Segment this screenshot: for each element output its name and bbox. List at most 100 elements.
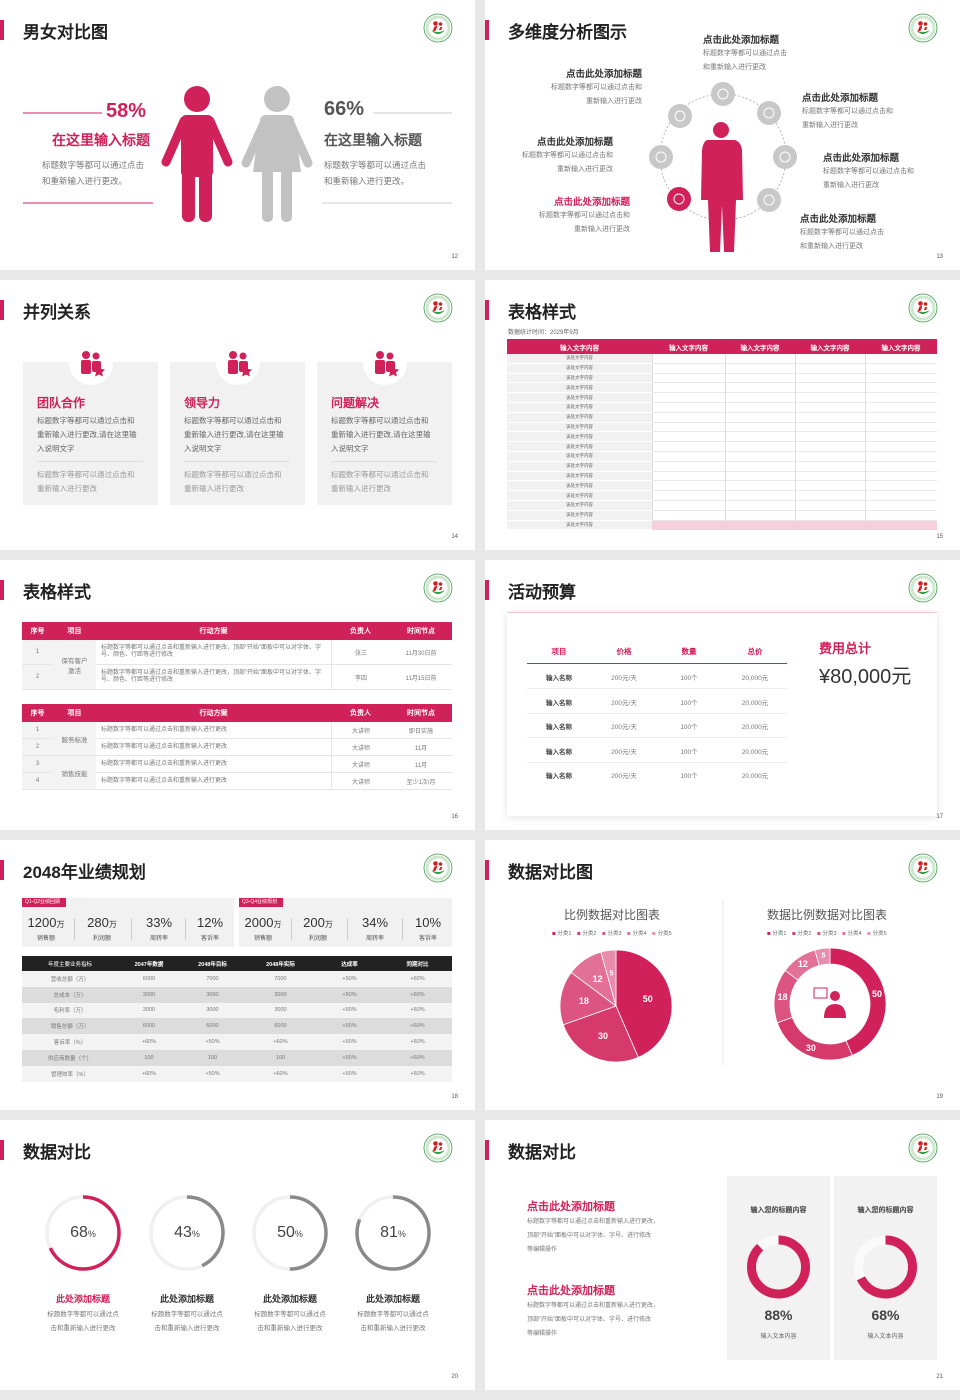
slide-title: 数据对比 bbox=[508, 1143, 576, 1162]
group-cell: 销售技能 bbox=[53, 756, 96, 790]
action-plan: 标题数字等都可以通过点击和重新输入进行更改，顶部“开始”面板中可以对字体、字号、… bbox=[96, 640, 331, 665]
slide-21[interactable]: 数据对比 21 点击此处添加标题 标题数字等都可以通过点击和重新输入进行更改， 顶部“开… bbox=[485, 1120, 960, 1390]
table-header-cell: 2048年实际 bbox=[245, 956, 316, 971]
stat-unit: 万 bbox=[273, 920, 282, 929]
page-number: 19 bbox=[936, 1094, 943, 1100]
card-title: 输入您的标题内容 bbox=[750, 1207, 807, 1214]
stat-value: 280万 bbox=[87, 914, 117, 932]
progress-value: 43% bbox=[174, 1224, 200, 1242]
donut-arc bbox=[747, 1235, 810, 1299]
legend-swatch bbox=[867, 932, 871, 936]
table-header-cell: 负责人 bbox=[331, 622, 390, 640]
table-cell bbox=[725, 354, 795, 364]
owner: 李四 bbox=[331, 665, 390, 690]
table-cell bbox=[795, 452, 865, 462]
table-cell: 20,000元 bbox=[741, 773, 769, 781]
table-cell: 输入名称 bbox=[546, 724, 572, 732]
table-cell bbox=[795, 412, 865, 423]
header-line bbox=[527, 663, 787, 664]
table-cell bbox=[652, 363, 725, 374]
progress-number: 50 bbox=[277, 1224, 295, 1241]
icon-glyph bbox=[673, 193, 685, 205]
right-desc: 标题数字等都可以通过点击 bbox=[324, 160, 427, 170]
page-number: 14 bbox=[451, 534, 458, 540]
icon-circle bbox=[757, 101, 781, 125]
stat-label: 周转率 bbox=[365, 936, 385, 942]
slide-20[interactable]: 数据对比 20 68% 此处添加标题 标题数字等都可以通过点 击和重新输入进行更改 43% 此… bbox=[0, 1120, 475, 1390]
right-heading: 在这里输入标题 bbox=[324, 132, 422, 148]
table-cell: 100 bbox=[207, 1054, 218, 1061]
legend-label: 分类2 bbox=[797, 931, 812, 937]
table-cell bbox=[865, 461, 937, 472]
legend-label: 分类3 bbox=[607, 931, 622, 937]
lock-icon bbox=[757, 101, 781, 125]
table-cell: 200元/天 bbox=[611, 699, 637, 707]
slide-15[interactable]: 表格样式 15 数据统计时间：2029年9月 输入文字内容 输入文字内容 输入文字内容 输入… bbox=[485, 280, 960, 550]
table-cell: 200元/天 bbox=[611, 773, 637, 781]
icon-glyph bbox=[655, 151, 667, 163]
icon-circle bbox=[773, 145, 797, 169]
ring-heading: 此处添加标题 bbox=[365, 1294, 421, 1304]
block-desc: 等编辑操作 bbox=[527, 1331, 558, 1337]
legend-swatch bbox=[652, 932, 656, 936]
progress-arc bbox=[355, 1195, 431, 1271]
ring-heading: 此处添加标题 bbox=[159, 1294, 215, 1304]
icon-circle bbox=[757, 188, 781, 212]
table-cell: +60% bbox=[141, 1039, 157, 1046]
table-row-label: 该处文字内容 bbox=[507, 481, 652, 492]
globe-icon bbox=[757, 188, 781, 212]
table-cell: 100个 bbox=[680, 724, 698, 732]
stat-number: 12% bbox=[196, 915, 224, 930]
slide-16[interactable]: 表格样式 16 序号 项目 行动方案 负责人 时间节点 1 标题数字等都可以通过点击和重新输入进… bbox=[0, 560, 475, 830]
row-divider bbox=[527, 712, 787, 714]
table-cell: 3000 bbox=[274, 1007, 287, 1014]
slice-label: 30 bbox=[805, 1043, 816, 1054]
table-cell bbox=[795, 520, 865, 531]
stat-label: 客诉率 bbox=[200, 936, 220, 942]
slide-18[interactable]: 2048年业绩规划 18 Q1-Q2业绩回顾 1200万 销售额 280万 利润额 33% 周转… bbox=[0, 840, 475, 1110]
table-cell bbox=[795, 442, 865, 452]
table-cell bbox=[795, 422, 865, 433]
legend-swatch bbox=[842, 932, 846, 936]
card-note: 标题数字等都可以通过点击和 bbox=[184, 470, 282, 479]
table-cell bbox=[652, 491, 725, 501]
table-cell: 供应商数量（个） bbox=[47, 1055, 92, 1062]
slide-14[interactable]: 并列关系 14 团队合作 标题数字等都可以通过点击和 重新输入进行更改,请在这里输 入说明… bbox=[0, 280, 475, 550]
table-cell: +60% bbox=[410, 1007, 425, 1014]
item-heading: 点击此处添加标题 bbox=[565, 69, 642, 80]
stat-number: 200 bbox=[303, 915, 325, 930]
table-cell bbox=[725, 432, 795, 443]
table-cell bbox=[725, 363, 795, 374]
slide-title: 2048年业绩规划 bbox=[23, 863, 146, 882]
table-cell: 输入名称 bbox=[546, 675, 572, 682]
progress-unit: % bbox=[397, 1229, 406, 1239]
ring-desc: 击和重新输入进行更改 bbox=[50, 1325, 116, 1332]
icon-circle bbox=[711, 82, 735, 106]
ring-desc: 标题数字等都可以通过点 bbox=[254, 1311, 326, 1318]
table-cell bbox=[865, 471, 937, 482]
row-number: 3 bbox=[22, 756, 53, 773]
legend-label: 分类5 bbox=[872, 931, 887, 937]
table-cell: +60% bbox=[141, 1070, 157, 1077]
slide-17[interactable]: 活动预算 17 项目 价格 数量 总价 输入名称 200元/天 100个 20,000元 输入名称 2… bbox=[485, 560, 960, 830]
slide-19[interactable]: 数据对比图 19 比例数据对比图表 分类1 分类2 分类3 分类4 分类5 50 30 18 12 5 数… bbox=[485, 840, 960, 1110]
flask-icon bbox=[711, 82, 735, 106]
table-cell: 100 bbox=[275, 1054, 286, 1061]
slide-13[interactable]: 多维度分析图示 13 点击此处添加标题 标题数字等都可以通过点击 和重新输入进行更改 点击… bbox=[485, 0, 960, 270]
legend-item: 分类2 bbox=[577, 931, 596, 937]
table-cell bbox=[652, 481, 725, 492]
pie-slice-分类5 bbox=[600, 949, 617, 1007]
stat-number: 34% bbox=[361, 915, 389, 930]
legend-item: 分类5 bbox=[867, 931, 887, 937]
slide-12[interactable]: 男女对比图 12 58% 在这里输入标题 标题数字等都可以通过点击 和重新输入进行更改。 6… bbox=[0, 0, 475, 270]
table-cell bbox=[725, 393, 795, 403]
page-number: 15 bbox=[936, 534, 943, 540]
table-cell bbox=[865, 412, 937, 423]
card-value: 68% bbox=[871, 1307, 900, 1323]
row-divider bbox=[527, 688, 787, 689]
progress-unit: % bbox=[191, 1229, 200, 1239]
slide-graphics bbox=[747, 1235, 917, 1299]
table-cell: +50% bbox=[342, 1023, 357, 1030]
item-desc: 重新输入进行更改 bbox=[586, 98, 642, 105]
torso bbox=[181, 115, 213, 177]
